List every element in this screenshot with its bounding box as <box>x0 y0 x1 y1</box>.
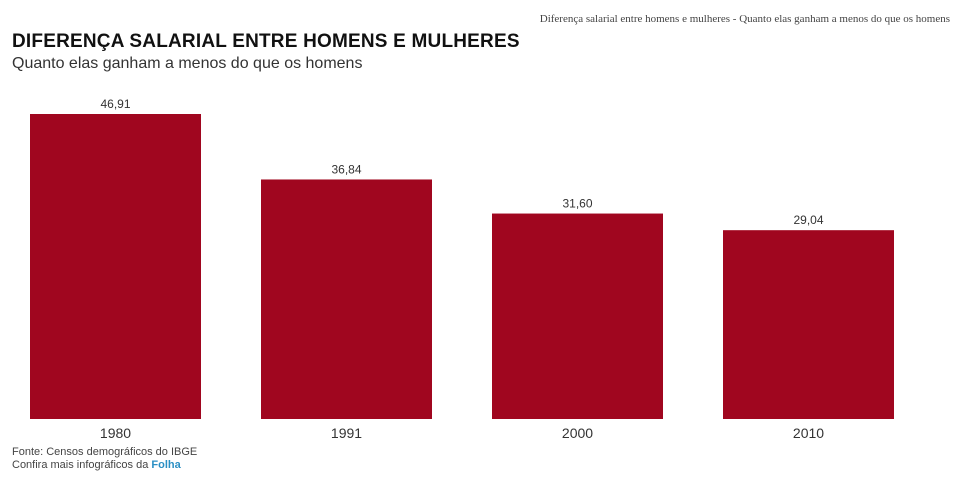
more-infographics-text: Confira mais infográficos da <box>12 459 152 471</box>
bar-1980 <box>30 114 201 419</box>
page-header: Diferença salarial entre homens e mulher… <box>539 13 950 25</box>
chart-subtitle: Quanto elas ganham a menos do que os hom… <box>12 55 363 72</box>
folha-link[interactable]: Folha <box>151 459 181 471</box>
chart-title: DIFERENÇA SALARIAL ENTRE HOMENS E MULHER… <box>12 31 520 52</box>
x-tick-label-1991: 1991 <box>331 425 362 441</box>
bar-1991 <box>261 179 432 419</box>
x-tick-label-2010: 2010 <box>793 425 824 441</box>
more-infographics: Confira mais infográficos da Folha <box>12 459 197 472</box>
value-label-2010: 29,04 <box>793 213 823 227</box>
value-label-2000: 31,60 <box>562 197 592 211</box>
bar-2010 <box>723 230 894 419</box>
bar-2000 <box>492 213 663 419</box>
footer: Fonte: Censos demográficos do IBGE Confi… <box>12 446 197 472</box>
source-note: Fonte: Censos demográficos do IBGE <box>12 446 198 458</box>
x-tick-label-1980: 1980 <box>100 425 131 441</box>
value-label-1991: 36,84 <box>331 162 361 176</box>
value-label-1980: 46,91 <box>100 97 130 111</box>
x-tick-label-2000: 2000 <box>562 425 593 441</box>
